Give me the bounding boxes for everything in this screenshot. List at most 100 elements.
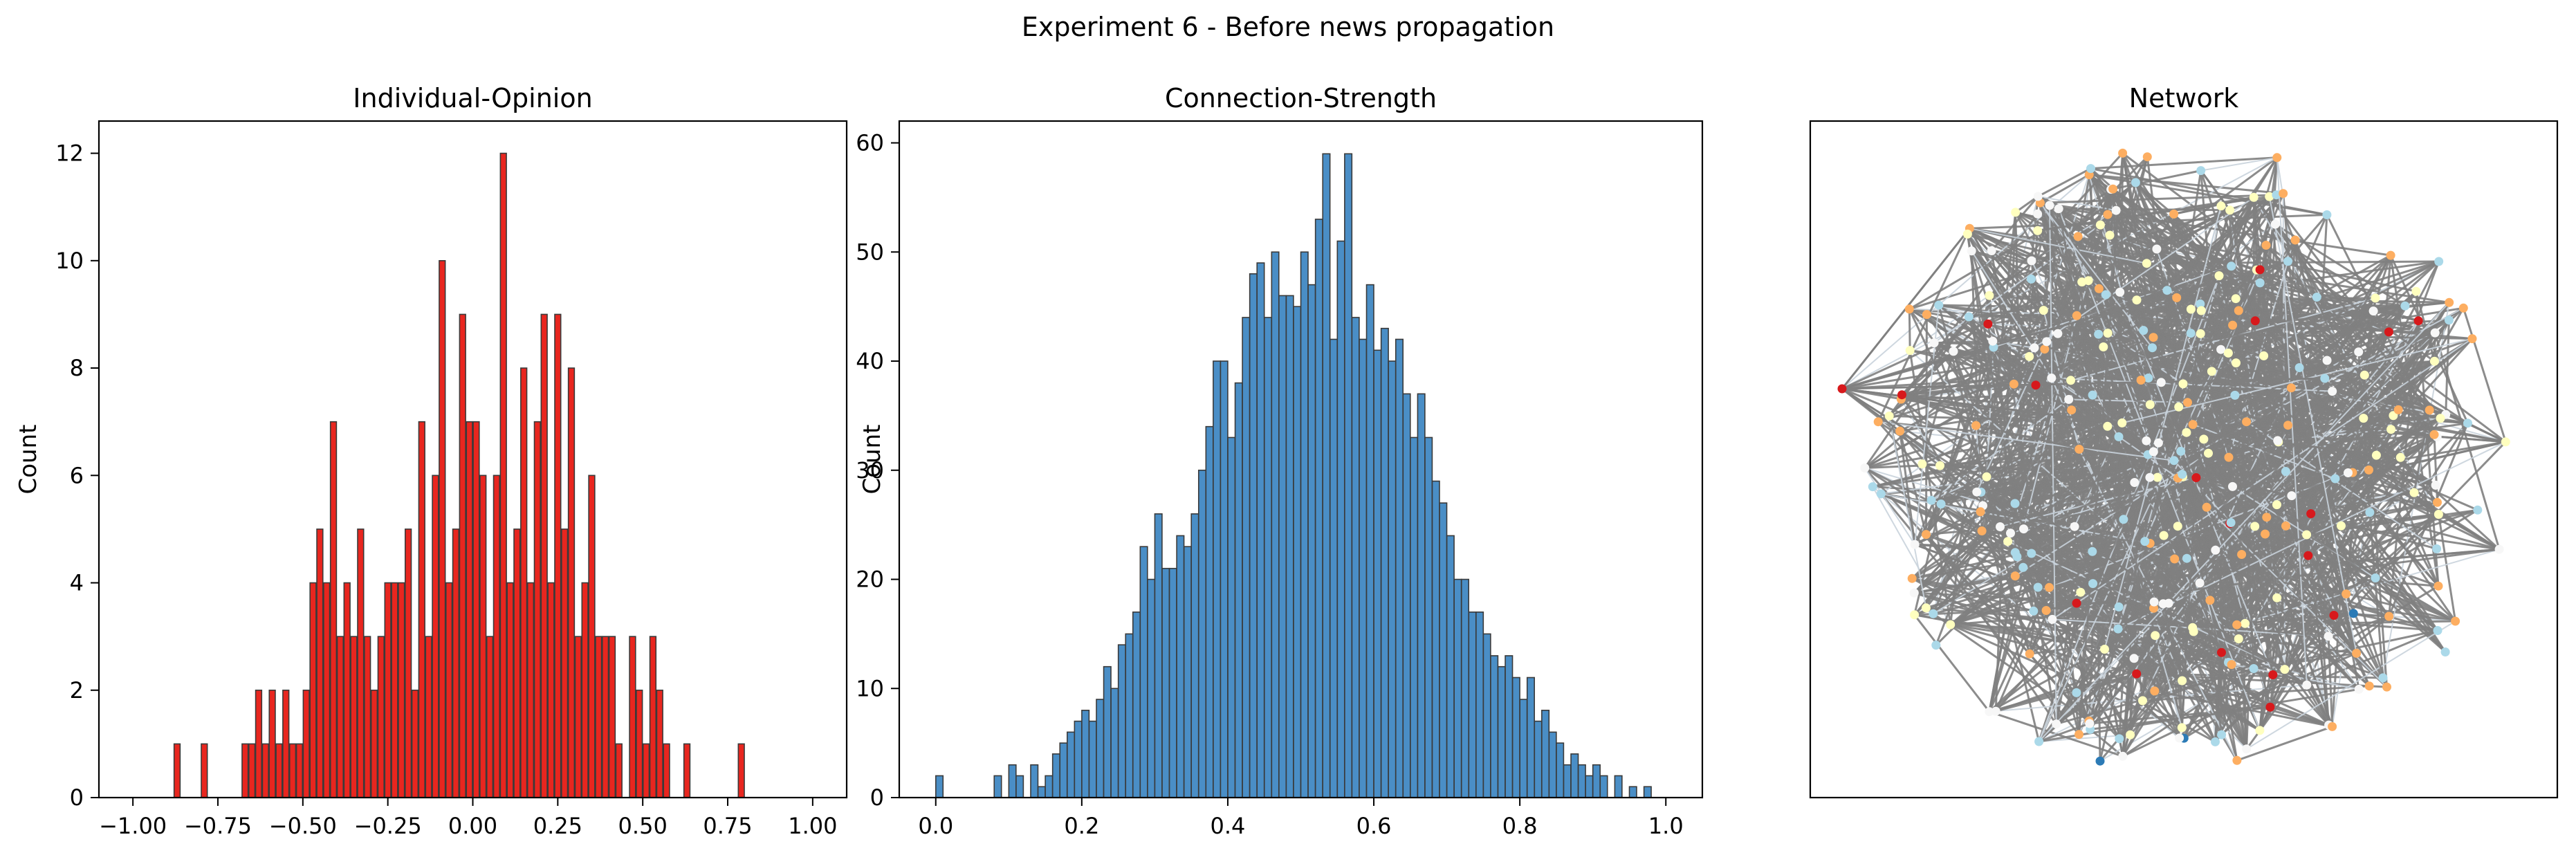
strength-bar xyxy=(1067,731,1076,798)
opinion-bar xyxy=(561,528,569,798)
network-edge xyxy=(2326,214,2438,438)
network-node xyxy=(1910,610,1920,620)
strength-bar xyxy=(1453,578,1462,798)
network-edge xyxy=(2173,213,2438,504)
network-edge xyxy=(1841,209,2231,390)
strength-bar xyxy=(1314,219,1323,798)
strength-ytick-label: 10 xyxy=(856,675,884,701)
network-node xyxy=(2191,473,2201,482)
strength-ylabel: Count xyxy=(858,425,886,495)
network-edge xyxy=(2051,265,2232,379)
network-node xyxy=(2306,509,2316,519)
network-node xyxy=(2272,500,2281,510)
strength-ytick-label: 50 xyxy=(856,239,884,265)
opinion-bar xyxy=(268,689,276,798)
network-node xyxy=(2031,380,2041,390)
network-node xyxy=(2272,190,2281,200)
network-title: Network xyxy=(2129,83,2239,113)
network-node xyxy=(2290,235,2300,245)
network-edge xyxy=(2227,260,2440,354)
strength-ytick-label: 40 xyxy=(856,348,884,374)
network-node xyxy=(2365,508,2375,517)
network-node xyxy=(2027,274,2036,284)
opinion-bar xyxy=(526,582,535,798)
strength-ytick-label: 60 xyxy=(856,130,884,156)
strength-bar xyxy=(1220,360,1229,798)
network-edge xyxy=(2357,351,2371,513)
network-node xyxy=(2009,379,2018,389)
network-node xyxy=(2186,304,2196,314)
strength-bar xyxy=(1475,612,1484,798)
network-node xyxy=(2434,581,2443,591)
network-node xyxy=(2393,405,2403,414)
opinion-bar xyxy=(567,367,576,798)
strength-bar xyxy=(1585,775,1594,798)
network-edge xyxy=(1913,614,1991,712)
network-node xyxy=(2207,367,2216,376)
network-edge xyxy=(2090,706,2271,730)
network-node xyxy=(1922,310,1931,320)
network-node xyxy=(2281,521,2290,531)
opinion-ytick-label: 8 xyxy=(70,355,84,381)
network-node xyxy=(2205,596,2215,605)
network-edge xyxy=(1969,228,2147,264)
network-edge xyxy=(2087,188,2115,282)
network-node xyxy=(2409,488,2419,497)
network-node xyxy=(1926,495,1936,505)
network-node xyxy=(2041,606,2051,615)
network-edge xyxy=(1940,503,2090,722)
opinion-bar xyxy=(629,636,636,798)
strength-bar xyxy=(1242,317,1251,798)
network-node xyxy=(1907,573,1917,583)
opinion-ytick-label: 0 xyxy=(70,784,84,811)
strength-bar xyxy=(1008,764,1017,798)
network-node xyxy=(2033,582,2043,592)
opinion-bar xyxy=(418,421,425,798)
network-node xyxy=(2174,402,2184,412)
network-node xyxy=(2150,686,2160,696)
network-node xyxy=(2067,405,2077,415)
network-edge xyxy=(2088,174,2377,457)
opinion-bar xyxy=(466,421,473,798)
strength-bar xyxy=(1336,240,1345,798)
network-node xyxy=(2214,271,2224,281)
network-edge xyxy=(2039,734,2131,742)
opinion-bar xyxy=(377,636,385,798)
opinion-xtick-label: 0.25 xyxy=(533,813,582,839)
strength-bar xyxy=(1388,360,1397,798)
network-node xyxy=(2272,593,2282,603)
network-node xyxy=(2436,414,2445,423)
network-node xyxy=(2196,166,2206,176)
strength-bar xyxy=(1161,567,1170,798)
strength-bar xyxy=(1088,720,1097,798)
network-edge xyxy=(2037,167,2092,198)
network-node xyxy=(1964,312,1974,322)
strength-bar xyxy=(1197,469,1207,798)
network-node xyxy=(1922,530,1931,540)
network-node xyxy=(2265,192,2274,201)
network-edge xyxy=(2145,244,2267,441)
opinion-ytick-label: 4 xyxy=(70,570,84,596)
network-nodes xyxy=(1837,148,2510,766)
network-node xyxy=(1962,229,1972,239)
strength-bar xyxy=(1110,688,1119,798)
network-node xyxy=(2359,370,2369,380)
network-node xyxy=(2040,344,2050,354)
opinion-bar xyxy=(615,743,623,798)
network-edge xyxy=(2088,174,2501,551)
opinion-bar xyxy=(248,743,256,798)
network-node xyxy=(2145,472,2155,482)
strength-bar xyxy=(1577,764,1586,798)
network-node xyxy=(2138,696,2147,706)
strength-bar xyxy=(1351,317,1360,798)
strength-bar xyxy=(1168,567,1177,798)
network-node xyxy=(2302,680,2312,690)
network-node xyxy=(2303,551,2313,560)
network-node xyxy=(2283,421,2293,430)
strength-bar xyxy=(1497,665,1506,798)
network-edge xyxy=(1841,260,2288,390)
network-node xyxy=(2114,602,2124,612)
network-edge xyxy=(2058,208,2261,731)
strength-bar xyxy=(1519,699,1528,798)
strength-bar xyxy=(1410,436,1419,798)
